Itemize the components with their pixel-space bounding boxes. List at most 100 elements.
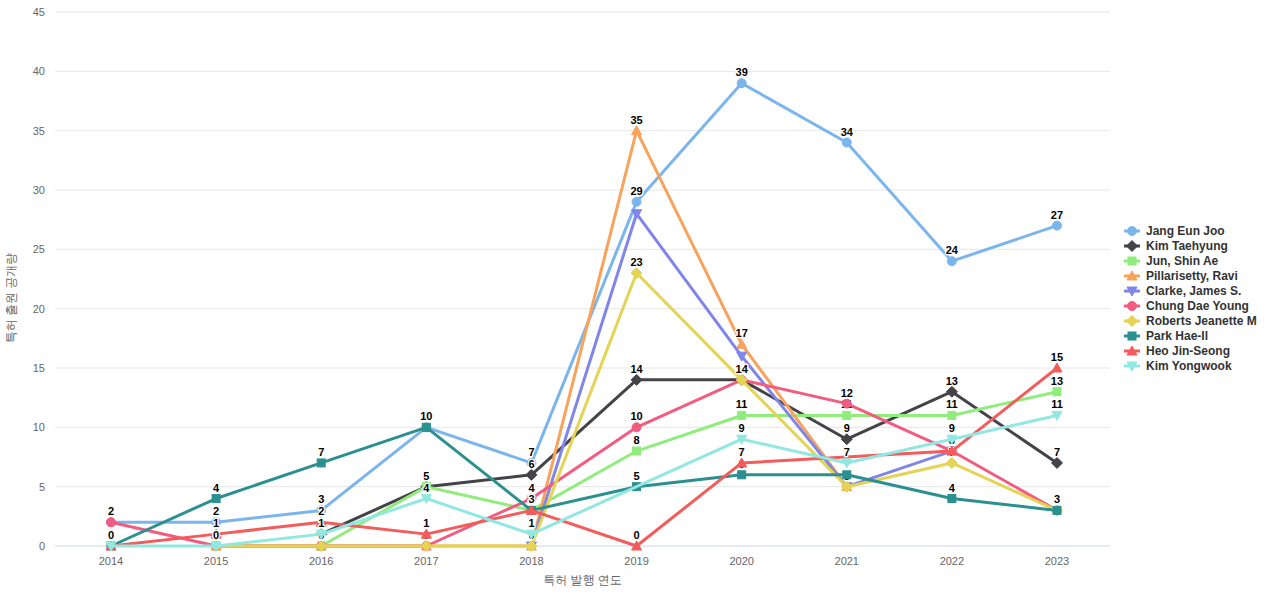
legend-item[interactable]: Heo Jin-Seong bbox=[1124, 344, 1230, 358]
data-point-label: 2 bbox=[318, 505, 324, 517]
data-point-label: 14 bbox=[736, 363, 749, 375]
data-point-marker[interactable] bbox=[843, 411, 851, 419]
data-point-marker[interactable] bbox=[842, 399, 851, 408]
data-point-marker[interactable] bbox=[1053, 388, 1061, 396]
data-point-label: 11 bbox=[946, 398, 958, 410]
data-point-label: 39 bbox=[736, 66, 748, 78]
legend-item[interactable]: Chung Dae Young bbox=[1124, 299, 1249, 313]
data-point-label: 3 bbox=[318, 493, 324, 505]
data-point-marker[interactable] bbox=[737, 339, 747, 348]
line-chart: 0510152025303540452014201520162017201820… bbox=[0, 0, 1280, 600]
data-point-label: 15 bbox=[1051, 351, 1063, 363]
legend-marker-icon bbox=[1128, 257, 1136, 265]
x-tick-label: 2020 bbox=[729, 555, 753, 567]
data-point-label: 0 bbox=[108, 529, 114, 541]
data-point-label: 24 bbox=[946, 244, 959, 256]
data-point-label: 7 bbox=[739, 446, 745, 458]
legend-item[interactable]: Jang Eun Joo bbox=[1124, 224, 1225, 238]
data-point-label: 7 bbox=[318, 446, 324, 458]
x-tick-label: 2021 bbox=[835, 555, 859, 567]
data-point-marker[interactable] bbox=[317, 459, 325, 467]
legend-item-label[interactable]: Park Hae-Il bbox=[1146, 329, 1208, 343]
data-point-label: 10 bbox=[420, 410, 432, 422]
data-point-label: 4 bbox=[213, 482, 220, 494]
y-tick-label: 25 bbox=[33, 243, 45, 255]
data-point-marker[interactable] bbox=[948, 411, 956, 419]
data-point-label: 35 bbox=[630, 114, 642, 126]
y-tick-label: 10 bbox=[33, 421, 45, 433]
x-tick-label: 2016 bbox=[309, 555, 333, 567]
data-point-label: 3 bbox=[1054, 493, 1060, 505]
y-tick-label: 45 bbox=[33, 6, 45, 18]
legend-item[interactable]: Jun, Shin Ae bbox=[1124, 254, 1219, 268]
legend-item-label[interactable]: Roberts Jeanette M bbox=[1146, 314, 1257, 328]
data-point-marker[interactable] bbox=[1053, 506, 1061, 514]
data-point-marker[interactable] bbox=[842, 138, 851, 147]
legend-item-label[interactable]: Heo Jin-Seong bbox=[1146, 344, 1230, 358]
data-point-marker[interactable] bbox=[632, 423, 641, 432]
x-axis-title: 특허 발행 연도 bbox=[543, 573, 622, 587]
data-point-marker[interactable] bbox=[946, 457, 957, 468]
series-line bbox=[111, 83, 1057, 522]
legend-item-label[interactable]: Chung Dae Young bbox=[1146, 299, 1249, 313]
legend-item[interactable]: Roberts Jeanette M bbox=[1124, 314, 1257, 328]
data-point-label: 0 bbox=[213, 529, 219, 541]
data-point-marker[interactable] bbox=[738, 471, 746, 479]
legend-item-label[interactable]: Kim Taehyung bbox=[1146, 239, 1228, 253]
data-point-label: 5 bbox=[423, 470, 429, 482]
data-point-label: 4 bbox=[528, 482, 535, 494]
legend-marker-icon bbox=[1128, 302, 1137, 311]
data-point-marker[interactable] bbox=[738, 411, 746, 419]
data-point-label: 2 bbox=[213, 505, 219, 517]
legend-item-label[interactable]: Jun, Shin Ae bbox=[1146, 254, 1219, 268]
legend-marker-icon bbox=[1127, 241, 1138, 252]
legend-item[interactable]: Park Hae-Il bbox=[1124, 329, 1208, 343]
y-tick-label: 30 bbox=[33, 184, 45, 196]
legend-item-label[interactable]: Clarke, James S. bbox=[1146, 284, 1241, 298]
data-point-marker[interactable] bbox=[422, 423, 430, 431]
legend-item-label[interactable]: Jang Eun Joo bbox=[1146, 224, 1225, 238]
x-tick-label: 2014 bbox=[99, 555, 123, 567]
data-point-label: 1 bbox=[318, 517, 324, 529]
y-tick-label: 5 bbox=[39, 481, 45, 493]
data-point-label: 9 bbox=[739, 422, 745, 434]
legend-marker-icon bbox=[1128, 227, 1137, 236]
data-point-marker[interactable] bbox=[1052, 221, 1061, 230]
data-point-label: 3 bbox=[528, 493, 534, 505]
x-tick-label: 2023 bbox=[1045, 555, 1069, 567]
x-tick-label: 2022 bbox=[940, 555, 964, 567]
x-tick-label: 2015 bbox=[204, 555, 228, 567]
chart-container: 0510152025303540452014201520162017201820… bbox=[0, 0, 1280, 600]
legend-item-label[interactable]: Pillarisetty, Ravi bbox=[1146, 269, 1238, 283]
data-point-marker[interactable] bbox=[212, 495, 220, 503]
data-point-label: 8 bbox=[633, 434, 639, 446]
legend-item[interactable]: Kim Taehyung bbox=[1124, 239, 1228, 253]
data-point-marker[interactable] bbox=[632, 197, 641, 206]
data-point-marker[interactable] bbox=[947, 257, 956, 266]
legend-marker-icon bbox=[1128, 332, 1136, 340]
data-point-marker[interactable] bbox=[843, 471, 851, 479]
data-point-label: 6 bbox=[528, 458, 534, 470]
data-point-label: 1 bbox=[528, 517, 534, 529]
data-point-label: 14 bbox=[630, 363, 643, 375]
y-tick-label: 35 bbox=[33, 125, 45, 137]
data-point-label: 0 bbox=[633, 529, 639, 541]
y-tick-label: 40 bbox=[33, 65, 45, 77]
legend-item[interactable]: Clarke, James S. bbox=[1124, 284, 1241, 298]
data-point-marker[interactable] bbox=[107, 518, 116, 527]
y-tick-label: 20 bbox=[33, 303, 45, 315]
data-point-marker[interactable] bbox=[737, 79, 746, 88]
data-point-label: 17 bbox=[736, 327, 748, 339]
data-point-label: 9 bbox=[949, 422, 955, 434]
data-point-label: 9 bbox=[844, 422, 850, 434]
data-point-label: 23 bbox=[630, 256, 642, 268]
data-point-marker[interactable] bbox=[633, 447, 641, 455]
legend-item-label[interactable]: Kim Yongwook bbox=[1146, 359, 1232, 373]
x-tick-label: 2018 bbox=[519, 555, 543, 567]
data-point-marker[interactable] bbox=[948, 495, 956, 503]
data-point-label: 13 bbox=[1051, 375, 1063, 387]
legend-item[interactable]: Pillarisetty, Ravi bbox=[1124, 269, 1238, 283]
data-point-label: 29 bbox=[630, 185, 642, 197]
data-point-label: 13 bbox=[946, 375, 958, 387]
legend-item[interactable]: Kim Yongwook bbox=[1124, 359, 1232, 373]
